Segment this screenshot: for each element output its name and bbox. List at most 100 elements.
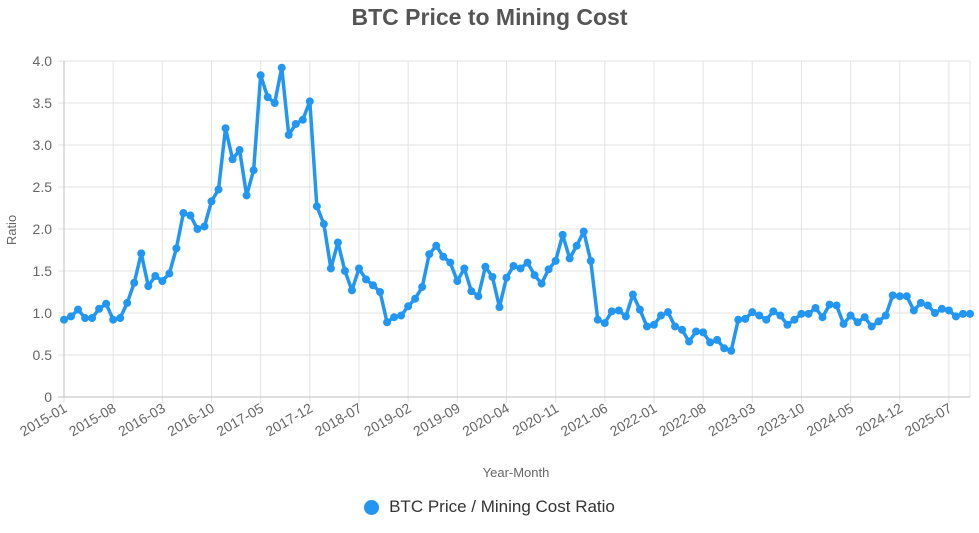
data-point xyxy=(291,120,300,128)
label-layer: Ratio Year-Month xyxy=(4,215,549,480)
y-tick-label: 1.5 xyxy=(33,263,53,279)
data-point xyxy=(916,298,925,307)
x-tick-label: 2024-05 xyxy=(804,400,857,440)
data-point xyxy=(481,262,490,271)
data-point xyxy=(783,320,792,329)
data-point xyxy=(671,322,680,331)
data-point xyxy=(895,292,904,301)
data-point xyxy=(88,314,97,323)
data-point xyxy=(228,155,237,164)
data-point xyxy=(790,315,799,324)
data-point xyxy=(937,304,946,313)
data-point xyxy=(586,256,595,265)
data-point xyxy=(179,209,188,218)
x-tick-label: 2018-07 xyxy=(312,400,365,440)
data-point xyxy=(734,315,743,324)
data-point xyxy=(706,338,715,347)
data-point xyxy=(881,311,890,320)
series-layer xyxy=(60,63,974,355)
data-point xyxy=(207,197,216,206)
data-point xyxy=(860,313,869,322)
data-point xyxy=(347,286,356,295)
data-point xyxy=(326,264,335,273)
data-point xyxy=(600,319,609,328)
data-point xyxy=(839,319,848,328)
data-point xyxy=(200,222,209,231)
data-point xyxy=(439,252,448,261)
data-point xyxy=(242,191,251,200)
data-point xyxy=(369,281,378,290)
data-point xyxy=(930,309,939,317)
data-point xyxy=(944,306,953,315)
x-tick-label: 2020-04 xyxy=(459,400,512,440)
axis-layer: 00.51.01.52.02.53.03.54.02015-012015-082… xyxy=(17,53,955,439)
data-point xyxy=(635,305,644,314)
data-point xyxy=(923,301,932,310)
data-point xyxy=(193,225,202,233)
x-tick-label: 2015-08 xyxy=(66,400,119,440)
data-point xyxy=(692,327,701,336)
data-point xyxy=(411,294,420,303)
data-point xyxy=(579,227,588,236)
data-point xyxy=(804,309,813,318)
x-tick-label: 2017-12 xyxy=(263,400,316,440)
x-tick-label: 2016-03 xyxy=(115,400,168,440)
data-point xyxy=(664,308,672,317)
grid-layer xyxy=(58,60,971,403)
legend[interactable]: BTC Price / Mining Cost Ratio xyxy=(0,497,979,517)
data-point xyxy=(158,277,167,286)
data-point xyxy=(151,272,160,281)
data-point xyxy=(516,264,525,273)
x-tick-label: 2017-05 xyxy=(214,400,267,440)
data-point xyxy=(284,130,293,139)
x-tick-label: 2021-06 xyxy=(558,400,611,440)
data-point xyxy=(60,315,68,324)
data-point xyxy=(109,315,118,324)
data-point xyxy=(102,299,111,308)
data-point xyxy=(565,254,574,263)
y-tick-label: 3.5 xyxy=(33,95,53,111)
x-tick-label: 2023-10 xyxy=(754,400,807,440)
data-point xyxy=(537,279,546,288)
data-point xyxy=(488,272,497,281)
data-point xyxy=(305,97,314,106)
data-point xyxy=(523,258,532,267)
data-point xyxy=(846,311,855,320)
data-point xyxy=(270,99,279,107)
x-tick-label: 2022-08 xyxy=(656,400,709,440)
data-point xyxy=(130,278,139,287)
y-tick-label: 0.5 xyxy=(33,347,53,363)
data-point xyxy=(123,298,132,307)
data-point xyxy=(81,314,90,323)
x-tick-label: 2019-09 xyxy=(410,400,463,440)
data-point xyxy=(685,337,694,346)
data-point xyxy=(628,290,637,299)
data-point xyxy=(235,146,244,155)
data-point xyxy=(642,322,651,331)
x-axis-label: Year-Month xyxy=(483,465,550,480)
data-point xyxy=(769,307,778,316)
y-tick-label: 2.5 xyxy=(33,179,53,195)
data-point xyxy=(214,185,223,194)
data-point xyxy=(656,311,665,320)
data-point xyxy=(874,317,883,326)
data-point xyxy=(354,264,363,273)
data-point xyxy=(116,314,125,323)
data-point xyxy=(572,241,581,250)
data-point xyxy=(137,249,146,258)
data-point xyxy=(74,305,83,314)
data-point xyxy=(502,273,511,282)
legend-label: BTC Price / Mining Cost Ratio xyxy=(389,497,615,516)
data-point xyxy=(720,344,729,353)
x-tick-label: 2016-10 xyxy=(164,400,217,440)
data-point xyxy=(678,325,687,334)
data-point xyxy=(741,314,750,323)
data-point xyxy=(397,311,406,320)
x-tick-label: 2015-01 xyxy=(17,400,70,440)
data-point xyxy=(867,322,876,331)
data-point xyxy=(649,320,658,329)
data-point xyxy=(362,275,370,284)
data-point xyxy=(748,308,757,317)
data-point xyxy=(558,230,567,239)
